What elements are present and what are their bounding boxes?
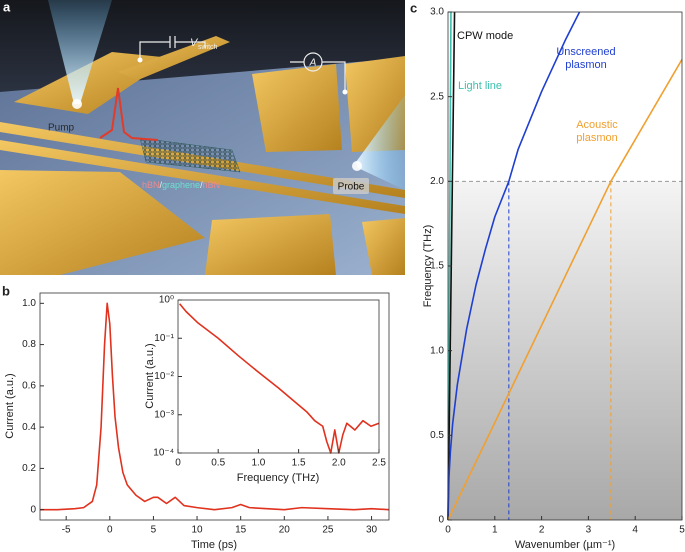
probe-label: Probe: [338, 182, 365, 193]
x-tick-label: 15: [235, 525, 247, 536]
x-tick-label: 2: [539, 525, 545, 536]
y-tick-label: 10⁻³: [154, 409, 174, 420]
x-axis-label: Frequency (THz): [237, 472, 320, 484]
ammeter-symbol: [303, 52, 323, 72]
x-tick-label: 20: [279, 525, 291, 536]
plot: 0 0.5 1.0 1.5 2.0 2.5 10⁰ 10⁻¹ 10⁻² 10⁻³ 10⁻⁴ Frequ…: [144, 295, 386, 484]
x-tick-label: 5: [151, 525, 157, 536]
x-tick-label: 1.0: [251, 458, 265, 469]
pump-label: Pump: [48, 123, 75, 134]
pump-spot: [72, 99, 82, 109]
probe-box: [333, 178, 369, 194]
x-tick-label: 1: [492, 525, 498, 536]
gold-pad: [118, 36, 230, 80]
x-tick-label: 4: [632, 525, 638, 536]
gold-pad: [205, 214, 336, 275]
series-label: Unscreened plasmon: [556, 46, 616, 71]
x-tick-label: 1.5: [292, 458, 306, 469]
y-tick-label: 0.2: [22, 463, 36, 474]
y-tick-label: 1.0: [22, 298, 36, 309]
y-tick-label: 0: [30, 504, 36, 515]
y-tick-label: 1.0: [430, 345, 444, 356]
y-axis-label: Current (a.u.): [4, 373, 16, 438]
x-tick-label: 25: [322, 525, 334, 536]
series-label: CPW mode: [457, 30, 514, 42]
switch-symbol: V: [190, 37, 199, 49]
series-label: Acoustic plasmon: [576, 119, 618, 144]
panel-label: b: [2, 283, 10, 298]
y-axis-label: Current (a.u.): [144, 343, 156, 408]
data-line: [447, 59, 683, 521]
contact-dot: [342, 89, 348, 95]
stack-part: hBN: [142, 180, 160, 190]
x-tick-label: 0: [175, 458, 181, 469]
x-tick-label: 10: [191, 525, 203, 536]
switch-subscript: switch: [198, 44, 218, 51]
x-tick-label: 5: [679, 525, 685, 536]
panel-label: a: [3, 0, 11, 14]
y-tick-label: 0.6: [22, 381, 36, 392]
x-tick-label: 2.0: [332, 458, 346, 469]
data-line: [40, 302, 390, 511]
y-axis-label: Frequency (THz): [422, 225, 434, 308]
x-tick-label: 0.5: [211, 458, 225, 469]
contact-dot: [137, 57, 143, 63]
panel-label: c: [410, 0, 417, 15]
x-tick-label: 0: [107, 525, 113, 536]
gold-pad: [0, 170, 205, 275]
stack-part: /: [160, 180, 163, 190]
probe-beam: [356, 95, 405, 190]
y-tick-label: 2.0: [430, 176, 444, 187]
y-tick-label: 10⁻¹: [154, 333, 174, 344]
x-axis-label: Time (ps): [191, 539, 237, 551]
y-tick-label: 10⁻²: [154, 371, 174, 382]
stack-part: hBN: [203, 180, 221, 190]
x-tick-label: 30: [366, 525, 378, 536]
illustration: A V switch Pump Probe hBN/graphene/hBN a: [0, 0, 405, 275]
gold-pad: [362, 218, 405, 275]
pulse: [99, 87, 159, 141]
switch-circuit: [139, 36, 206, 60]
stack-part: /: [200, 180, 203, 190]
transmission-line: [0, 140, 405, 214]
plot-frame: [39, 292, 390, 521]
y-tick-label: 10⁰: [159, 295, 174, 306]
graphene-flake: [139, 137, 241, 173]
x-tick-label: -5: [62, 525, 71, 536]
x-axis-label: Wavenumber (µm⁻¹): [515, 539, 615, 551]
data-line: [178, 303, 380, 454]
y-tick-label: 0.5: [430, 430, 444, 441]
data-line: [447, 11, 581, 521]
y-tick-label: 3.0: [430, 7, 444, 18]
x-tick-label: 3: [586, 525, 592, 536]
pump-beam: [48, 0, 112, 104]
stack-part: graphene: [162, 180, 200, 190]
stack-label: hBN/graphene/hBN: [142, 180, 220, 190]
series-label: Light line: [458, 80, 503, 92]
x-tick-label: 0: [445, 525, 451, 536]
plot-area: [178, 300, 379, 453]
ammeter-label: A: [309, 58, 317, 69]
y-tick-label: 1.5: [430, 261, 444, 272]
y-tick-label: 0: [438, 515, 444, 526]
shaded-region: [448, 181, 682, 521]
y-tick-label: 2.5: [430, 91, 444, 102]
y-tick-label: 10⁻⁴: [153, 448, 174, 459]
plot: 0 1 2 3 4 5 0 0.5 1.0 1.5 2.0 2.5 3.0 Wavenumber (µm⁻…: [422, 7, 685, 551]
ammeter-circuit: [290, 61, 346, 92]
gold-pad: [252, 64, 342, 152]
y-tick-label: 0.4: [22, 422, 36, 433]
probe-spot: [352, 161, 362, 171]
y-tick-label: 0.8: [22, 339, 36, 350]
x-tick-label: 2.5: [372, 458, 386, 469]
